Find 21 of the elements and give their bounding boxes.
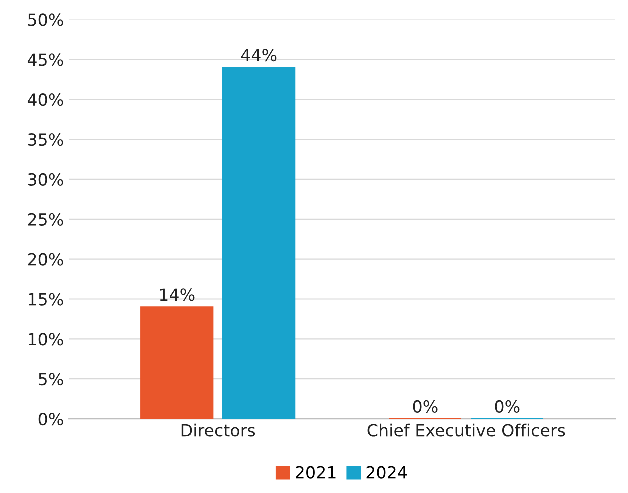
y-tick-label: 10% [29,333,64,346]
y-tick-label: 5% [39,373,64,386]
y-tick-label: 25% [28,213,64,226]
legend-label: 2021 [296,466,336,479]
data-label: 44% [241,49,277,62]
legend-label: 2024 [366,466,408,479]
y-tick-label: 40% [28,94,64,106]
y-tick-label: 30% [28,173,64,186]
x-tick-label: Chief Executive Officers [368,424,566,437]
y-tick-label: 45% [28,54,64,66]
x-tick-label: Directors [182,424,256,437]
y-tick-label: 15% [29,293,64,306]
bar [140,306,214,420]
data-label: 14% [160,288,195,302]
data-label: 0% [495,400,520,414]
y-tick-label: 50% [28,14,64,26]
y-tick-label: 35% [28,133,64,146]
y-tick-label: 0% [38,413,64,426]
data-label: 0% [413,400,438,414]
bar [222,67,296,420]
y-tick-label: 20% [28,253,64,266]
